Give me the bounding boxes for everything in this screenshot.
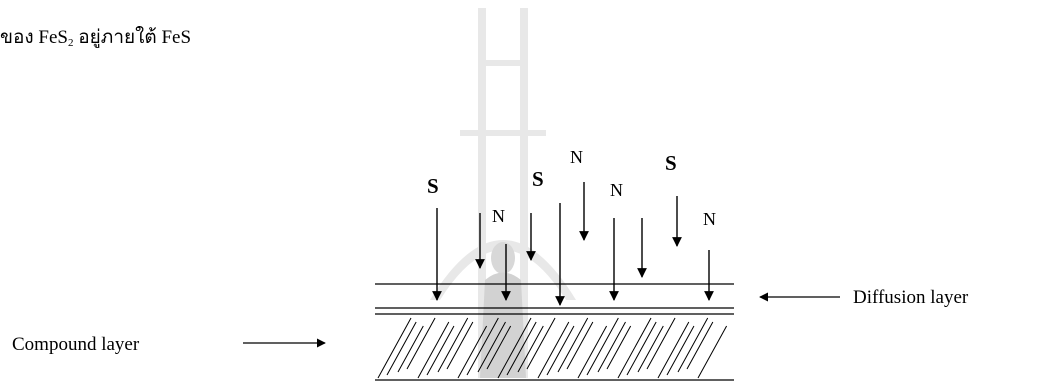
nitrogen-label: N	[492, 206, 505, 226]
diffusion-layer-label: Diffusion layer	[853, 287, 969, 308]
caption-text: ของ FeS2 อยู่ภายใต้ FeS	[0, 22, 191, 52]
hatch-line	[686, 321, 714, 370]
watermark-image	[430, 8, 576, 378]
hatch-line	[526, 317, 556, 370]
compound-layer-label: Compound layer	[12, 334, 140, 355]
hatch-line	[517, 325, 544, 373]
hatch-line	[477, 321, 506, 373]
sulfur-label: S	[532, 167, 544, 191]
hatch-line	[586, 317, 619, 376]
hatch-line	[377, 317, 412, 379]
caption-part-2: อยู่ภายใต้ FeS	[73, 27, 192, 48]
sulfur-label: S	[665, 151, 677, 175]
caption-subscript: 2	[68, 37, 74, 49]
hatch-line	[577, 325, 608, 379]
hatch-line	[486, 325, 512, 370]
hatch-line	[497, 317, 532, 379]
sulfur-label: S	[427, 174, 439, 198]
hatch-line	[406, 317, 436, 370]
hatch-line	[666, 325, 695, 376]
hatch-line	[466, 317, 499, 376]
hatch-line	[646, 317, 676, 370]
nitrogen-label: N	[610, 180, 623, 200]
caption-part-1: ของ FeS	[0, 27, 68, 48]
nitrogen-label: N	[703, 209, 716, 229]
hatch-line	[457, 325, 488, 379]
hatch-line	[566, 321, 594, 370]
hatch-line	[506, 321, 537, 376]
hatch-line	[557, 317, 589, 373]
hatch-line	[537, 321, 570, 379]
hatch-line	[446, 321, 474, 370]
hatch-line	[637, 325, 664, 373]
hatch-line	[437, 317, 469, 373]
hatch-line	[657, 321, 690, 379]
hatch-line	[397, 325, 424, 373]
hatch-line	[386, 321, 417, 376]
hatch-line	[426, 325, 455, 376]
hatch-line	[697, 325, 728, 379]
hatch-line	[606, 325, 632, 370]
hatch-line	[597, 321, 626, 373]
nitrogen-label: N	[570, 147, 583, 167]
hatch-line	[546, 325, 575, 376]
compound-layer-hatching	[377, 317, 728, 379]
hatch-line	[677, 317, 709, 373]
hatch-line	[617, 317, 652, 379]
hatch-line	[417, 321, 450, 379]
hatch-line	[626, 321, 657, 376]
